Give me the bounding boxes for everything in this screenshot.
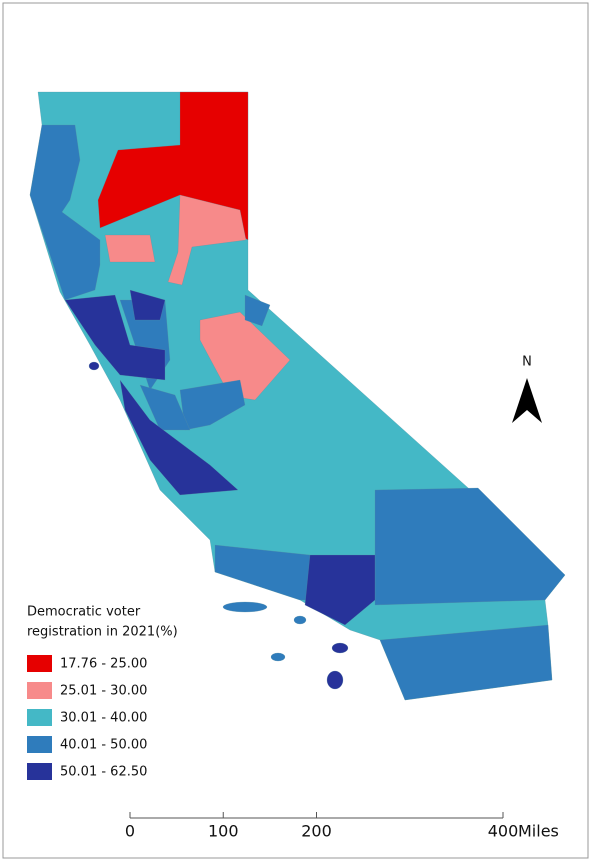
scale-label: 400 [488,822,519,841]
county-region [64,294,166,381]
county-region [304,554,376,626]
county-region [88,361,100,371]
legend-label: 25.01 - 30.00 [60,684,147,699]
county-region [293,615,307,625]
county-region [129,289,166,321]
legend-swatch [27,655,52,672]
legend: 17.76 - 25.00 25.01 - 30.00 30.01 - 40.00 4… [27,655,147,780]
county-region [326,670,344,690]
legend-label: 40.01 - 50.00 [60,738,147,753]
scale-label: 200 [301,822,332,841]
scale-bar: 0 100 200 400 Miles [125,812,559,841]
north-arrow [512,378,542,423]
legend-label: 50.01 - 62.50 [60,765,147,780]
legend-swatch [27,763,52,780]
county-region [244,294,271,327]
legend-swatch [27,709,52,726]
county-region [331,642,349,654]
legend-label: 30.01 - 40.00 [60,711,147,726]
county-region [379,624,553,701]
legend-title: Democratic voter [27,605,141,620]
county-region [167,194,247,286]
legend-swatch [27,736,52,753]
county-region [199,311,291,401]
county-region [374,487,566,606]
county-region [104,234,156,263]
county-region [270,652,286,662]
north-label: N [522,355,532,370]
california-map [29,91,566,701]
scale-label: 0 [125,822,135,841]
county-region [29,124,101,301]
legend-swatch [27,682,52,699]
scale-unit: Miles [518,822,559,841]
scale-label: 100 [208,822,239,841]
county-region [119,379,239,496]
legend-title: registration in 2021(%) [27,625,178,640]
county-region [139,384,191,431]
legend-label: 17.76 - 25.00 [60,657,147,672]
county-region [222,601,268,613]
